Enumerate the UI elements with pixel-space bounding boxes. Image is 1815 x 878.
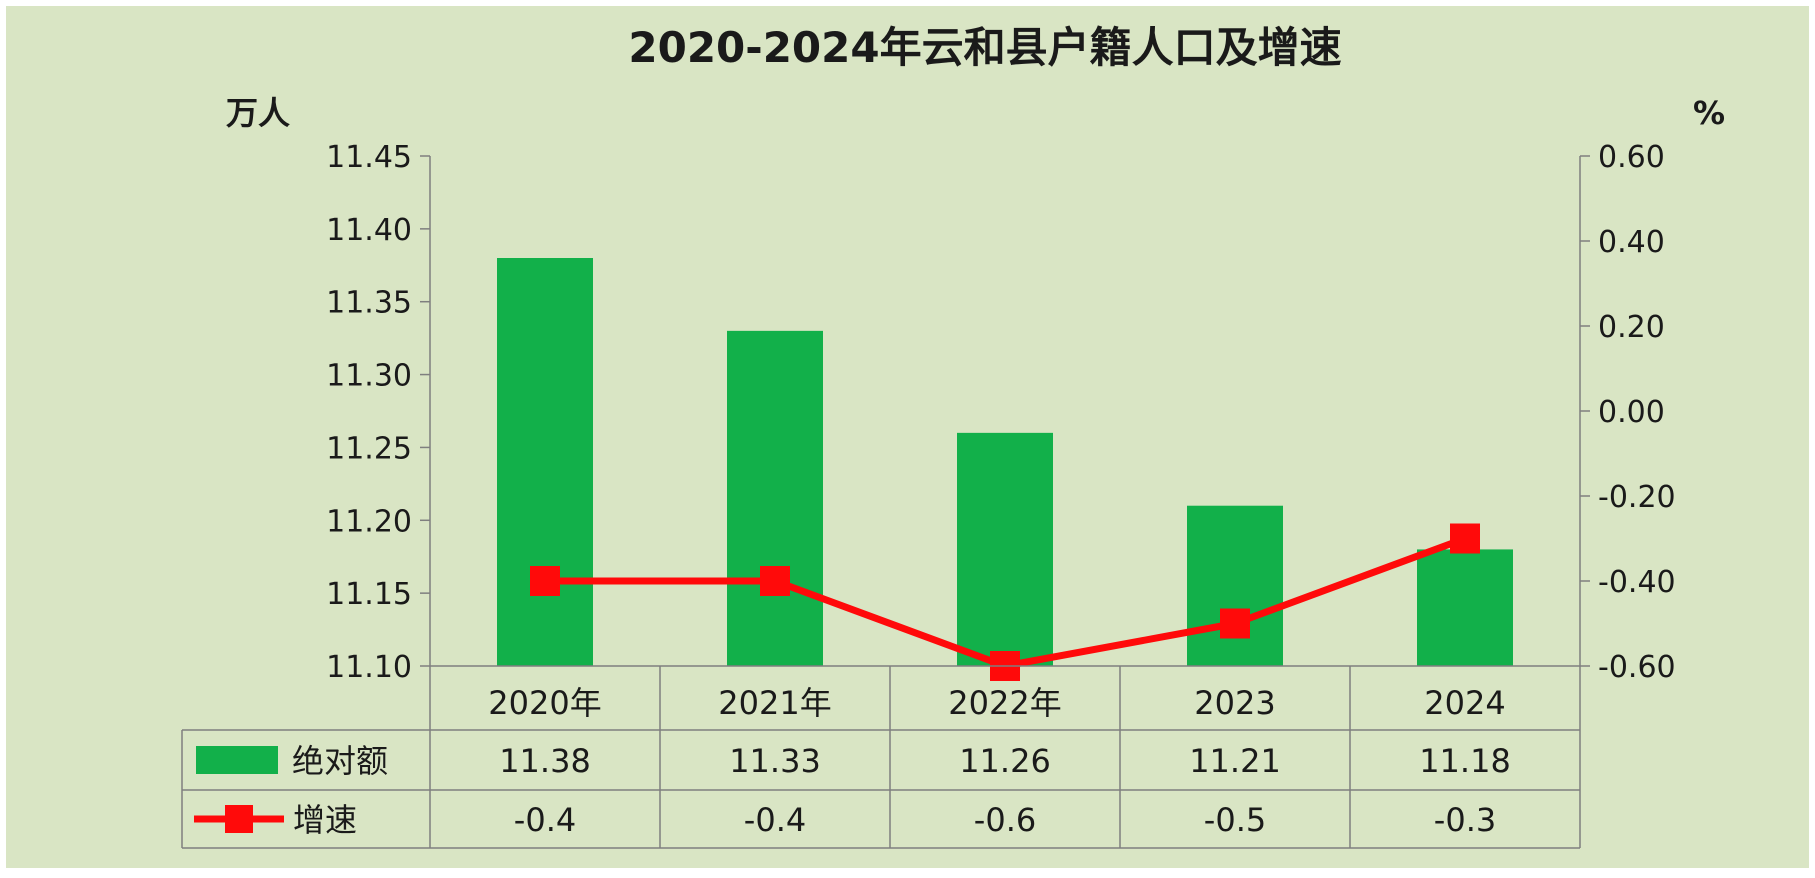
legend-swatch-marker [225,805,253,833]
y2-tick-label: 0.40 [1598,225,1665,260]
bar-series [497,258,1513,666]
y-tick-label: 11.25 [326,431,412,466]
y-tick-label: 11.45 [326,140,412,175]
data-label: -0.6 [974,801,1036,839]
y2-tick-label: -0.40 [1598,565,1676,600]
y-tick-label: 11.30 [326,359,412,394]
y-tick-label: 11.35 [326,286,412,321]
x-tick-label: 2020年 [488,684,601,722]
y-tick-label: 11.10 [326,650,412,685]
bar [1417,549,1513,666]
legend-label: 绝对额 [292,742,388,780]
legend-label: 增速 [293,801,357,839]
x-tick-label: 2023 [1194,684,1275,722]
bar [1187,505,1283,666]
y-tick-label: 11.15 [326,577,412,612]
x-tick-label: 2021年 [718,684,831,722]
y2-tick-label: -0.60 [1598,650,1676,685]
x-tick-label: 2022年 [948,684,1061,722]
data-label: -0.5 [1204,801,1266,839]
bar [957,432,1053,666]
x-tick-label: 2024 [1424,684,1505,722]
y2-axis-label: % [1693,94,1725,132]
data-label: 11.26 [959,742,1051,780]
y2-tick-label: 0.60 [1598,140,1665,175]
data-label: 11.33 [729,742,821,780]
data-label: -0.3 [1434,801,1496,839]
y2-tick-label: 0.20 [1598,310,1665,345]
y2-axis: -0.60 -0.40 -0.20 0.00 0.20 0.40 0.60 [1579,140,1676,685]
chart-title: 2020-2024年云和县户籍人口及增速 [628,23,1341,72]
data-label: 11.18 [1419,742,1511,780]
line-marker [1450,523,1480,554]
line-marker [1220,608,1250,639]
data-label: -0.4 [514,801,576,839]
data-label: -0.4 [744,801,806,839]
line-marker [760,566,790,596]
y2-tick-label: -0.20 [1598,480,1676,515]
chart-background [6,6,1809,868]
bar [497,258,593,666]
y2-tick-label: 0.00 [1598,395,1665,430]
y-axis: 11.10 11.15 11.20 11.25 11.30 11.35 11.40 11.45 [326,140,431,685]
legend-swatch-bar [196,746,278,774]
data-label: 11.21 [1189,742,1281,780]
line-marker [530,566,560,596]
y-tick-label: 11.40 [326,213,412,248]
data-label: 11.38 [499,742,591,780]
y-axis-label: 万人 [226,94,290,132]
bar [727,330,823,666]
data-table: 2020年 2021年 2022年 2023 2024 绝对额 11.38 11.33 11.2… [181,665,1581,849]
y-tick-label: 11.20 [326,504,412,539]
